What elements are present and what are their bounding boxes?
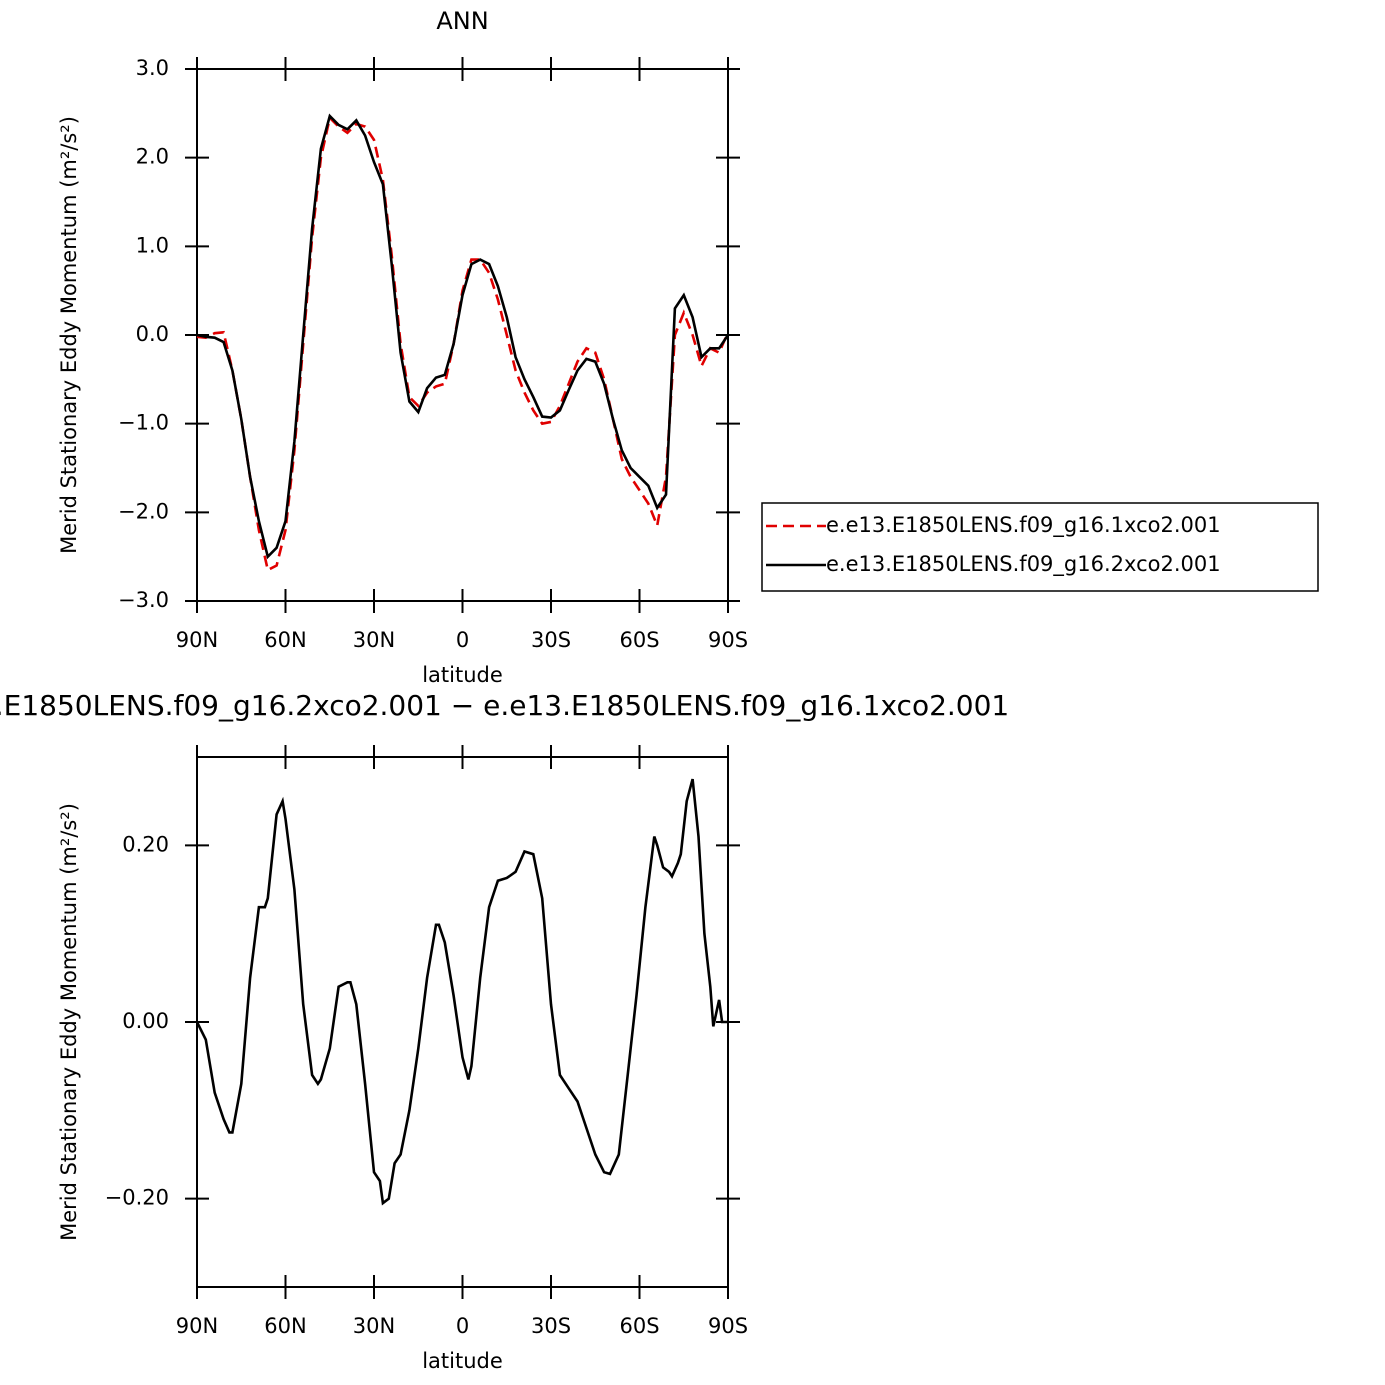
x-axis-label: latitude <box>422 663 503 687</box>
y-tick-label: 0.00 <box>122 1009 169 1033</box>
plot-frame <box>196 68 729 602</box>
x-tick-label: 90S <box>708 628 748 652</box>
y-tick-label: 3.0 <box>136 56 169 80</box>
legend-label: e.e13.E1850LENS.f09_g16.1xco2.001 <box>826 513 1221 538</box>
x-tick-label: 60N <box>264 1314 306 1338</box>
plot-frame <box>196 756 729 1288</box>
y-axis-label: Merid Stationary Eddy Momentum (m²/s²) <box>57 803 81 1241</box>
y-tick-label: 1.0 <box>136 233 169 257</box>
x-tick-label: 90N <box>176 1314 218 1338</box>
y-tick-label: 0.0 <box>136 322 169 346</box>
x-tick-label: 60S <box>619 1314 659 1338</box>
y-axis-label: Merid Stationary Eddy Momentum (m²/s²) <box>57 116 81 554</box>
x-tick-label: 30N <box>353 1314 395 1338</box>
data-line <box>195 778 728 1206</box>
y-tick-label: 2.0 <box>136 145 169 169</box>
data-line <box>196 113 730 560</box>
x-tick-label: 30S <box>531 1314 571 1338</box>
legend-box <box>761 502 1319 592</box>
y-tick-label: −0.20 <box>105 1186 169 1210</box>
x-tick-label: 0 <box>456 628 469 652</box>
chart-title: ANN <box>436 7 488 35</box>
data-line <box>196 115 730 572</box>
y-tick-label: 0.20 <box>122 832 169 856</box>
x-tick-label: 90N <box>176 628 218 652</box>
y-tick-label: −3.0 <box>118 588 169 612</box>
legend-label: e.e13.E1850LENS.f09_g16.2xco2.001 <box>826 552 1221 577</box>
chart-title: e.e13.E1850LENS.f09_g16.2xco2.001 − e.e1… <box>0 689 1009 722</box>
x-tick-label: 0 <box>456 1314 469 1338</box>
x-tick-label: 30N <box>353 628 395 652</box>
y-tick-label: −1.0 <box>118 411 169 435</box>
x-tick-label: 90S <box>708 1314 748 1338</box>
x-tick-label: 60N <box>264 628 306 652</box>
x-tick-label: 30S <box>531 628 571 652</box>
x-tick-label: 60S <box>619 628 659 652</box>
x-axis-label: latitude <box>422 1349 503 1373</box>
y-tick-label: −2.0 <box>118 499 169 523</box>
